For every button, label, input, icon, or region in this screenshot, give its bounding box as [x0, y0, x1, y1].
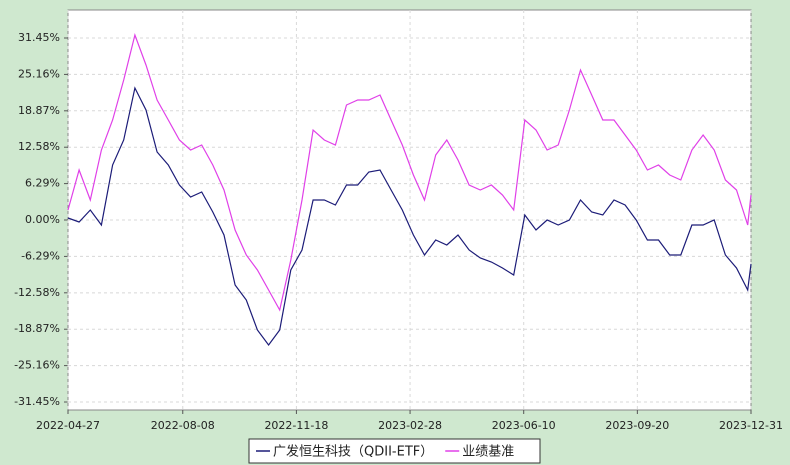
y-tick-label: 0.00%	[25, 213, 60, 226]
y-tick-label: -6.29%	[21, 249, 60, 262]
y-tick-label: 6.29%	[25, 177, 60, 190]
legend: 广发恒生科技（QDII-ETF） 业绩基准	[248, 438, 541, 464]
plot-area	[67, 9, 752, 411]
x-tick-label: 2023-09-20	[605, 419, 669, 432]
x-tick-label: 2023-12-31	[719, 419, 783, 432]
legend-box	[248, 438, 541, 464]
series-line	[67, 32, 752, 312]
y-tick-label: -31.45%	[14, 395, 60, 408]
y-tick-label: -25.16%	[14, 359, 60, 372]
legend-label: 广发恒生科技（QDII-ETF）	[273, 444, 433, 460]
legend-label: 业绩基准	[462, 445, 514, 460]
y-tick-label: 25.16%	[18, 67, 60, 80]
x-tick-label: 2022-04-27	[36, 419, 100, 432]
x-tick-label: 2023-02-28	[378, 419, 442, 432]
y-tick-label: -18.87%	[14, 322, 60, 335]
y-tick-label: 18.87%	[18, 104, 60, 117]
y-tick-label: 31.45%	[18, 31, 60, 44]
x-tick-label: 2022-08-08	[151, 419, 215, 432]
x-tick-label: 2022-11-18	[264, 419, 328, 432]
series-line	[67, 86, 752, 347]
y-tick-label: 12.58%	[18, 140, 60, 153]
y-tick-label: -12.58%	[14, 286, 60, 299]
x-tick-label: 2023-06-10	[492, 419, 556, 432]
